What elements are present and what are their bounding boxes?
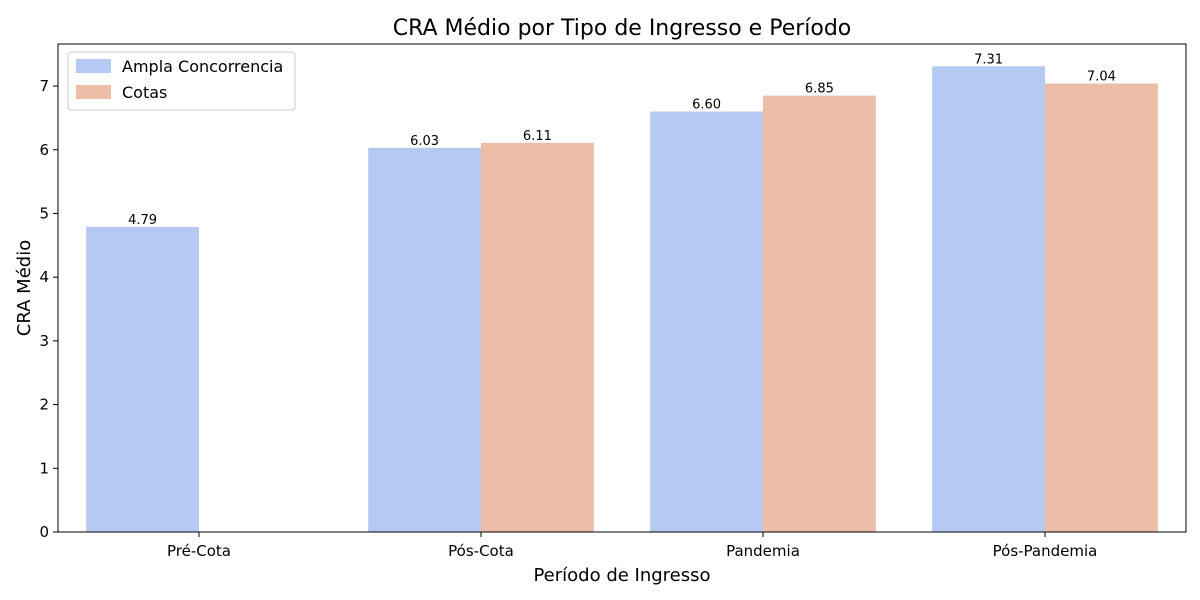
bar-pandemia-series-0 (650, 111, 763, 532)
legend-swatch (76, 85, 111, 99)
legend-swatch (76, 59, 111, 73)
bar-pr-cota-series-0 (86, 226, 199, 532)
x-tick-label: Pandemia (726, 542, 800, 560)
y-axis-label: CRA Médio (14, 240, 35, 336)
y-tick-label: 1 (39, 459, 49, 477)
x-tick-label: Pré-Cota (167, 542, 231, 560)
bar-p-s-pandemia-series-1 (1045, 83, 1158, 532)
bar-p-s-pandemia-series-0 (932, 66, 1045, 533)
y-tick-label: 4 (39, 268, 49, 286)
chart-title: CRA Médio por Tipo de Ingresso e Período (393, 16, 852, 41)
data-label: 6.11 (523, 129, 552, 144)
y-axis-ticks: 0 1 2 3 4 5 6 7 (39, 77, 58, 541)
data-labels-layer: 4.79 6.03 6.60 7.31 6.11 6.85 7.04 (128, 52, 1116, 228)
data-label: 6.60 (692, 98, 721, 113)
bars-layer (86, 66, 1158, 533)
y-tick-label: 5 (39, 204, 49, 222)
legend-label: Cotas (122, 83, 167, 102)
data-label: 6.85 (805, 82, 834, 97)
y-tick-label: 7 (39, 77, 49, 95)
bar-pandemia-series-1 (763, 95, 876, 532)
data-label: 7.04 (1087, 70, 1116, 85)
x-axis-ticks: Pré-Cota Pós-Cota Pandemia Pós-Pandemia (167, 532, 1097, 560)
data-label: 6.03 (410, 134, 439, 149)
y-tick-label: 3 (39, 332, 49, 350)
x-axis-label: Período de Ingresso (533, 565, 710, 586)
bar-p-s-cota-series-0 (368, 147, 481, 532)
legend: Ampla Concorrencia Cotas (67, 51, 296, 111)
y-tick-label: 6 (39, 141, 49, 159)
axes-layer (57, 43, 1187, 533)
data-label: 7.31 (974, 52, 1003, 67)
data-label: 4.79 (128, 213, 157, 228)
x-tick-label: Pós-Cota (448, 542, 514, 560)
y-tick-label: 2 (39, 396, 49, 414)
legend-label: Ampla Concorrencia (122, 57, 283, 76)
plot-frame (57, 43, 1187, 533)
legend-box (67, 51, 296, 111)
x-tick-label: Pós-Pandemia (993, 542, 1098, 560)
y-tick-label: 0 (39, 523, 49, 541)
bar-p-s-cota-series-1 (481, 142, 594, 532)
